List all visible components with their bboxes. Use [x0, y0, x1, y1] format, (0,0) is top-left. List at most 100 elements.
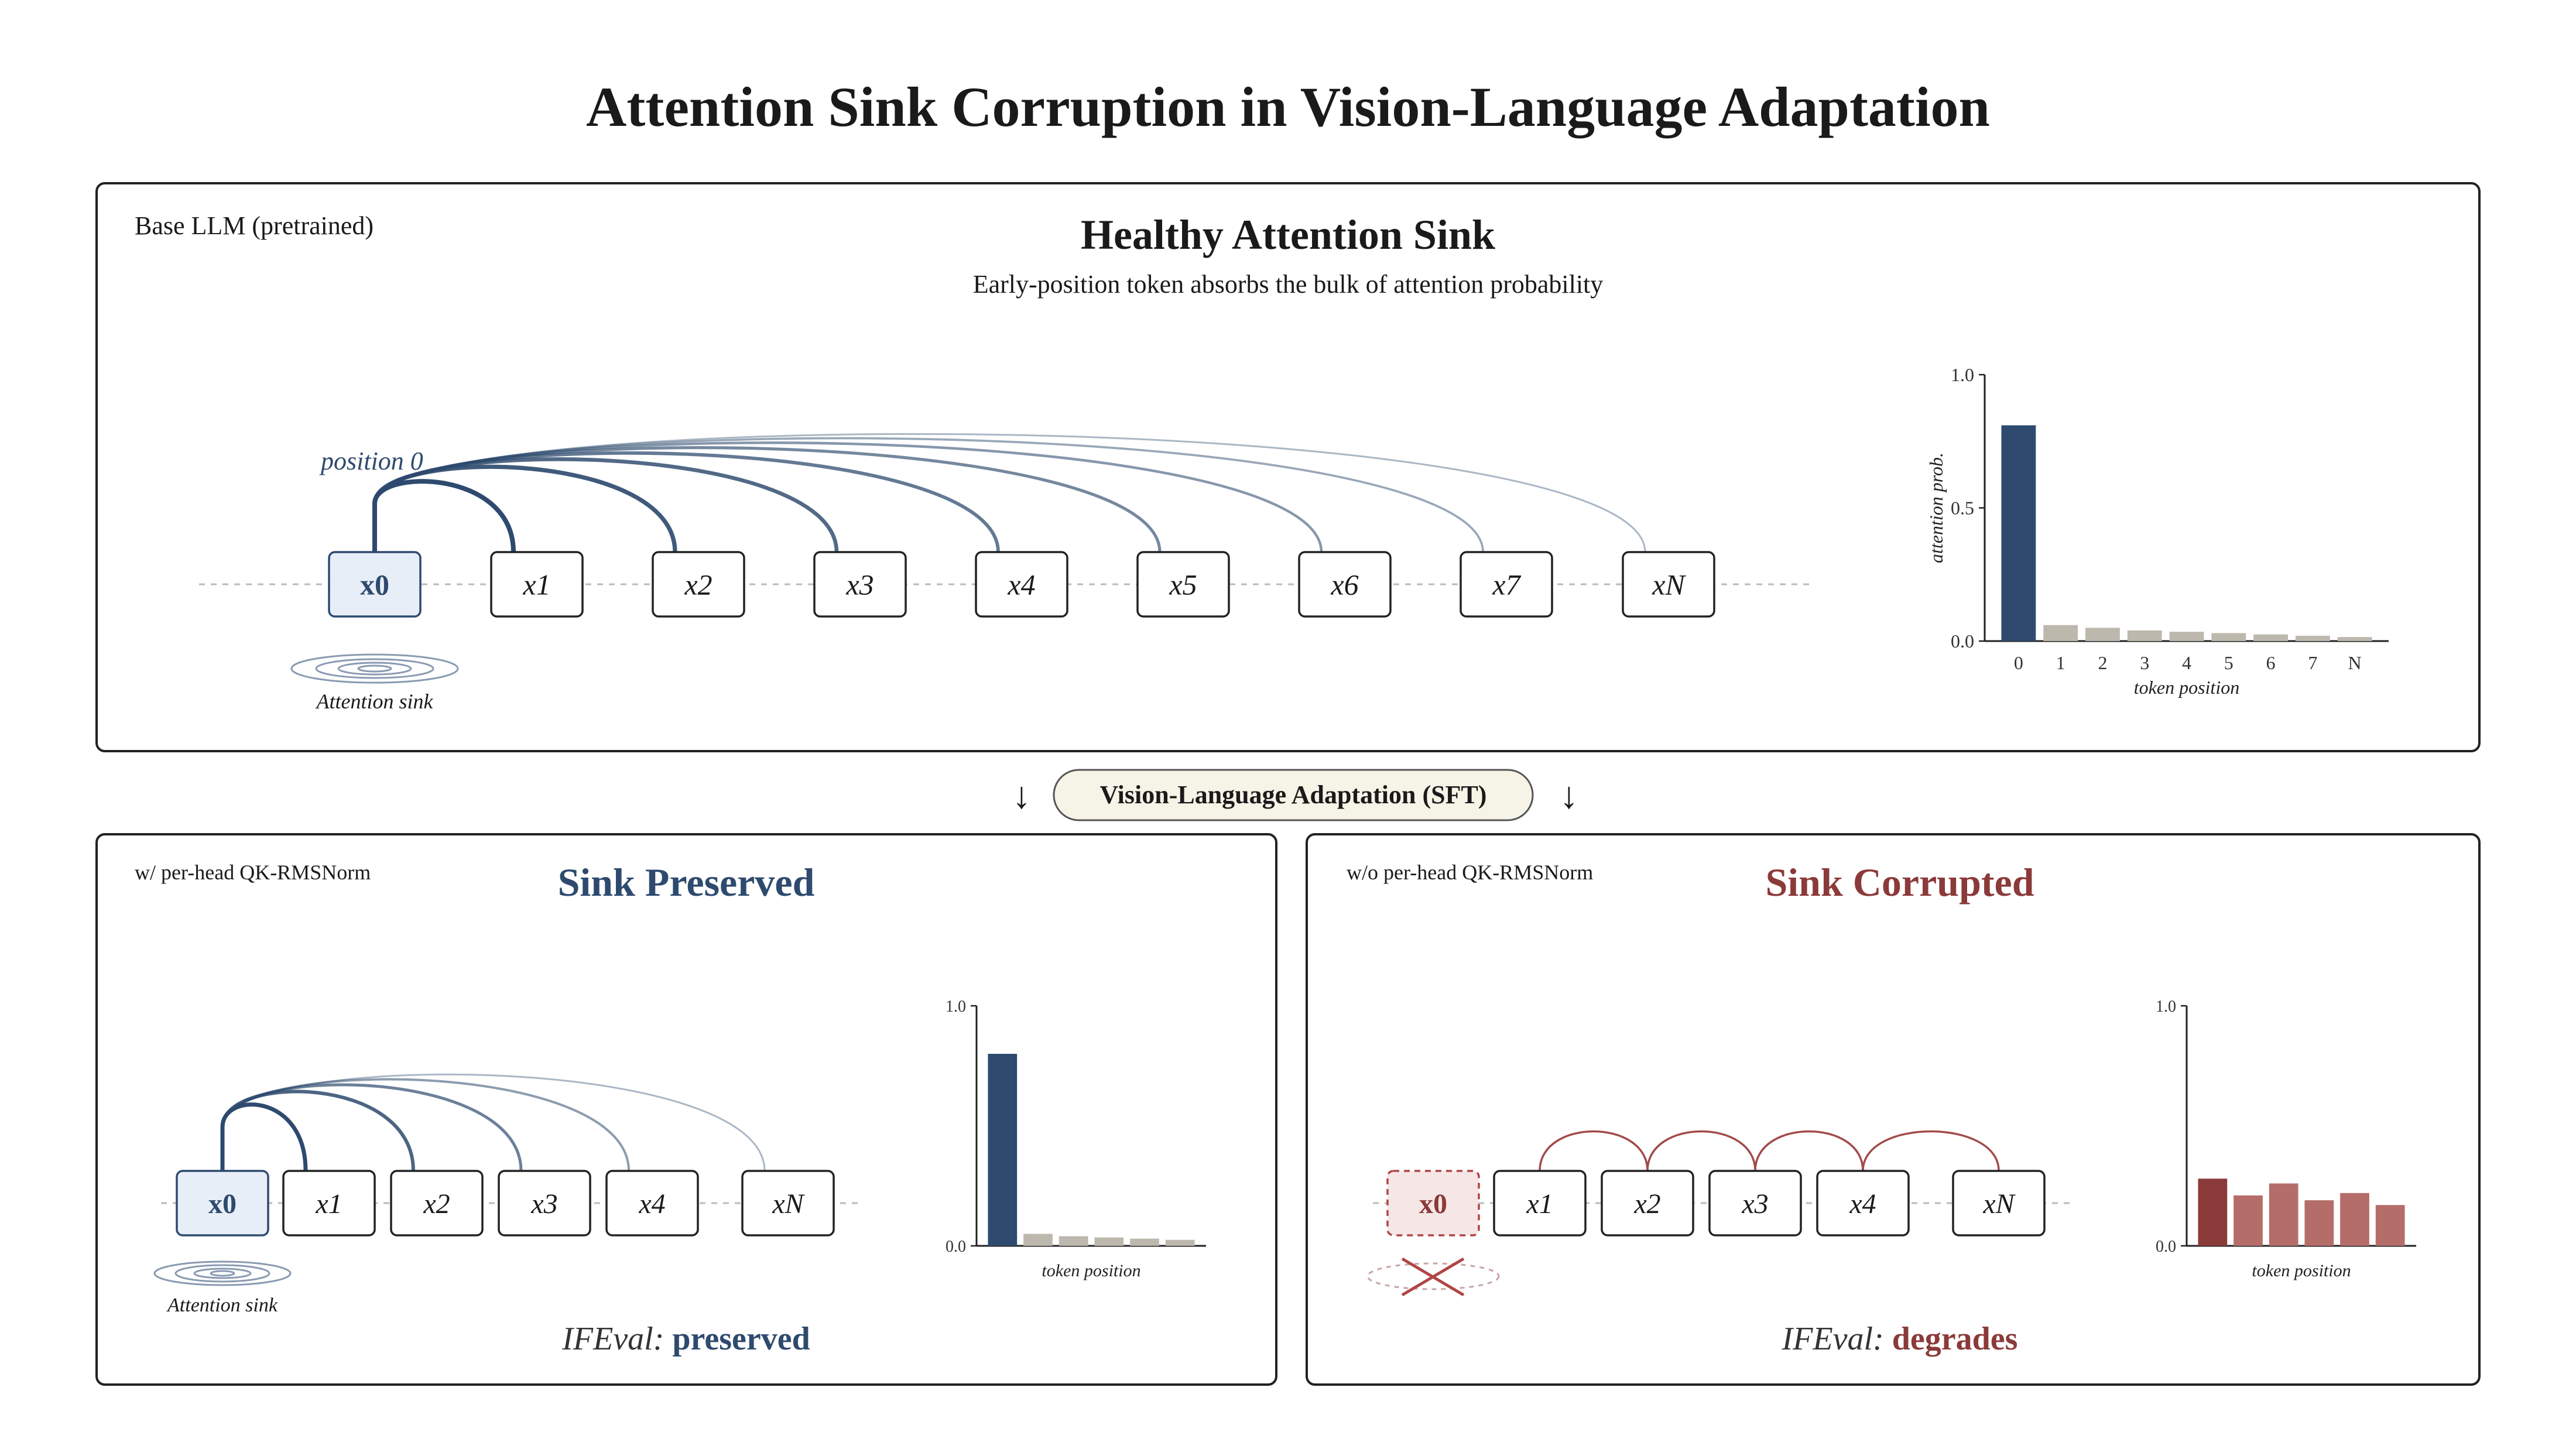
bar-6	[2253, 634, 2288, 641]
token-label: x6	[1330, 568, 1358, 601]
token-label: x3	[530, 1188, 557, 1220]
right-token-row: x0 x1 x2 x3 x4 xN	[1386, 1170, 2046, 1236]
bar-3	[2127, 630, 2162, 641]
bar-1	[1023, 1234, 1053, 1246]
token-label: x0	[1419, 1188, 1447, 1220]
token-x2: x2	[390, 1170, 484, 1236]
left-heading: Sink Preserved	[558, 860, 815, 905]
right-bar-chart: 0.0 1.0 token position	[2156, 998, 2416, 1280]
token-box	[1708, 1170, 1802, 1236]
token-x0: x0	[328, 551, 422, 618]
attention-arc	[374, 433, 1646, 553]
top-attention-arcs	[372, 433, 1646, 553]
token-label: x4	[638, 1188, 665, 1220]
token-xN: xN	[1952, 1170, 2046, 1236]
token-x1: x1	[282, 1170, 376, 1236]
token-box	[1460, 551, 1553, 618]
token-x4: x4	[1816, 1170, 1910, 1236]
token-x6: x6	[1298, 551, 1392, 618]
token-x3: x3	[813, 551, 907, 618]
token-label: x4	[1849, 1188, 1876, 1220]
token-box	[605, 1170, 699, 1236]
token-box	[813, 551, 907, 618]
token-box	[1136, 551, 1230, 618]
token-label: xN	[1982, 1188, 2016, 1220]
right-down-arrow-icon: ↓	[1560, 775, 1578, 816]
token-label: x1	[315, 1188, 342, 1220]
token-x3: x3	[1708, 1170, 1802, 1236]
token-x2: x2	[1601, 1170, 1694, 1236]
token-label: x2	[1633, 1188, 1660, 1220]
bar-3	[1094, 1237, 1124, 1246]
token-label: x1	[522, 568, 550, 601]
token-x1: x1	[490, 551, 584, 618]
bar-4	[2169, 632, 2204, 641]
bar-0	[2198, 1179, 2228, 1246]
token-x0: x0	[176, 1170, 269, 1236]
token-x1: x1	[1493, 1170, 1587, 1236]
token-box	[1386, 1170, 1480, 1236]
attention-arc	[221, 1078, 630, 1171]
y-tick-label: 0.0	[946, 1238, 966, 1256]
token-xN: xN	[1622, 551, 1715, 618]
token-label: x4	[1007, 568, 1035, 601]
token-box	[328, 551, 422, 618]
token-xN: xN	[741, 1170, 835, 1236]
y-tick-label: 1.0	[2156, 998, 2176, 1016]
main-title: Attention Sink Corruption in Vision-Lang…	[586, 76, 1990, 138]
top-corner-label: Base LLM (pretrained)	[135, 211, 374, 240]
attention-arc	[221, 1073, 766, 1171]
right-result: IFEval: degrades	[1782, 1321, 2018, 1357]
top-sink-label: Attention sink	[316, 690, 434, 713]
token-box	[1952, 1170, 2046, 1236]
right-result-value: degrades	[1892, 1321, 2018, 1357]
x-tick-label: 1	[2056, 652, 2065, 673]
transition: ↓ Vision-Language Adaptation (SFT) ↓	[1012, 769, 1578, 821]
x-tick-label: N	[2348, 652, 2362, 673]
left-panel-frame	[95, 833, 1277, 1386]
local-attention-arc	[1646, 1130, 1756, 1171]
left-token-row: x0 x1 x2 x3 x4 xN	[176, 1170, 835, 1236]
y-tick-label: 0.0	[1951, 631, 1974, 652]
token-label: x5	[1169, 568, 1197, 601]
left-panel: w/ per-head QK-RMSNorm Sink Preserved x0…	[95, 833, 1277, 1386]
x-tick-label: 6	[2266, 652, 2276, 673]
y-axis-label: attention prob.	[1926, 453, 1947, 563]
top-panel: Base LLM (pretrained) Healthy Attention …	[95, 182, 2481, 752]
y-tick-label: 1.0	[1951, 364, 1974, 385]
left-bar-chart: 0.0 1.0 token position	[946, 998, 1206, 1280]
x-tick-label: 5	[2224, 652, 2234, 673]
token-x3: x3	[498, 1170, 591, 1236]
attention-arc	[373, 441, 1323, 553]
x-tick-label: 2	[2098, 652, 2107, 673]
top-sink-ripple-icon	[290, 653, 459, 684]
token-label: x0	[208, 1188, 237, 1220]
left-sink-label: Attention sink	[166, 1294, 278, 1316]
left-down-arrow-icon: ↓	[1012, 775, 1031, 816]
token-label: xN	[772, 1188, 805, 1220]
bar-2	[1059, 1236, 1088, 1246]
y-tick-label: 0.5	[1951, 498, 1974, 519]
token-label: xN	[1652, 568, 1686, 601]
right-result-prefix: IFEval:	[1782, 1321, 1884, 1357]
y-tick-label: 1.0	[946, 998, 966, 1016]
bar-5	[2375, 1205, 2405, 1246]
token-label: x3	[845, 568, 873, 601]
right-local-arcs	[1539, 1130, 2000, 1171]
transition-label: Vision-Language Adaptation (SFT)	[1100, 780, 1487, 809]
left-attention-arcs	[220, 1073, 766, 1171]
token-box	[975, 551, 1068, 618]
token-box	[282, 1170, 376, 1236]
bar-3	[2304, 1200, 2334, 1246]
left-result-prefix: IFEval:	[561, 1321, 664, 1357]
x-tick-label: 7	[2308, 652, 2317, 673]
local-attention-arc	[1862, 1130, 2000, 1171]
token-box	[1298, 551, 1392, 618]
x-tick-label: 4	[2182, 652, 2191, 673]
token-box	[390, 1170, 484, 1236]
top-subheading: Early-position token absorbs the bulk of…	[973, 270, 1604, 299]
right-heading: Sink Corrupted	[1765, 860, 2034, 905]
left-sink-ripple-icon	[153, 1260, 292, 1286]
